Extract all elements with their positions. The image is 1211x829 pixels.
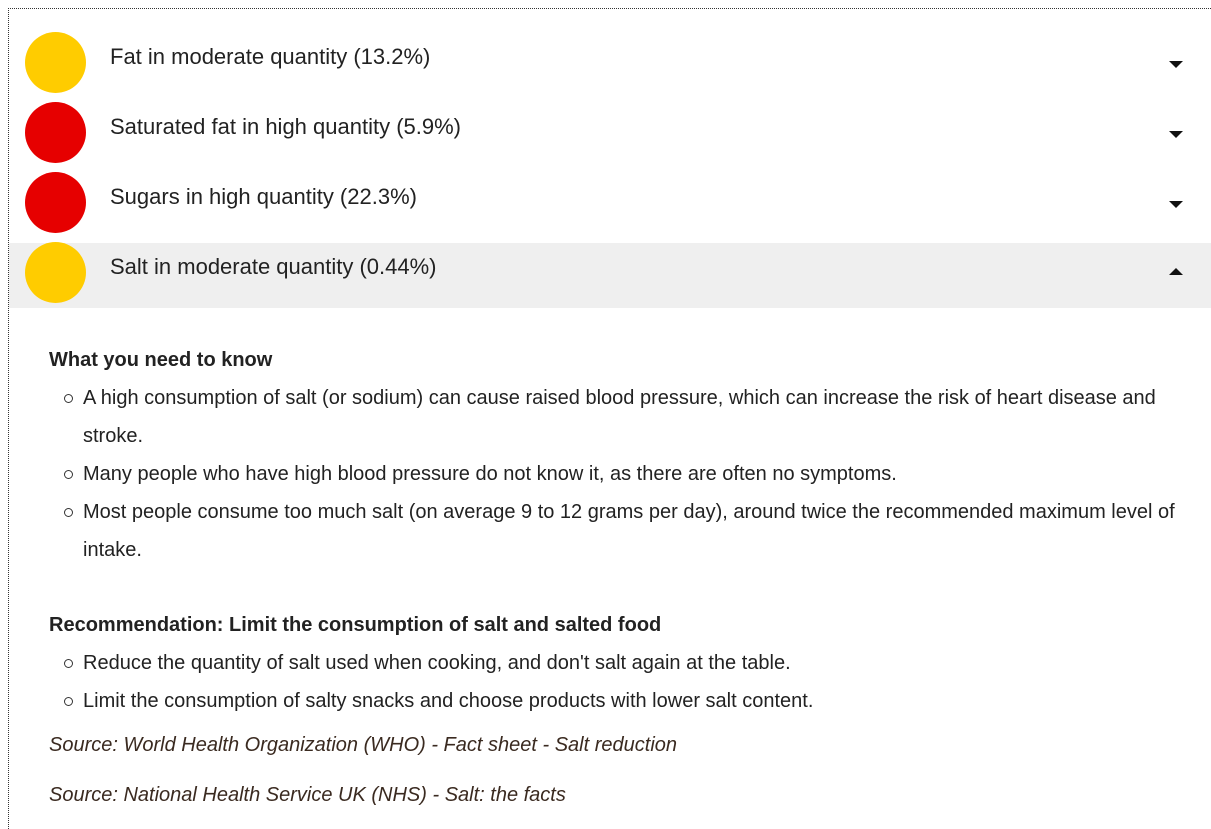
toggle-arrow[interactable] [1169, 131, 1183, 138]
bullet-item: Most people consume too much salt (on av… [49, 493, 1189, 569]
bullet-item: Many people who have high blood pressure… [49, 455, 1189, 493]
item-label: Sugars in high quantity (22.3%) [110, 184, 417, 209]
toggle-arrow[interactable] [1169, 201, 1183, 208]
toggle-arrow[interactable] [1169, 61, 1183, 68]
item-background [9, 243, 1211, 308]
section-heading: Recommendation: Limit the consumption of… [49, 614, 662, 636]
accordion-item[interactable]: Fat in moderate quantity (13.2%) [9, 27, 1211, 97]
accordion: Fat in moderate quantity (13.2%) Saturate… [8, 8, 1211, 829]
bullet-item: A high consumption of salt (or sodium) c… [49, 379, 1189, 455]
item-label: Fat in moderate quantity (13.2%) [110, 44, 431, 69]
section-heading: What you need to know [49, 349, 273, 371]
bullet-item: Reduce the quantity of salt used when co… [49, 644, 1189, 682]
bullet-list: Reduce the quantity of salt used when co… [49, 644, 1189, 720]
item-label: Saturated fat in high quantity (5.9%) [110, 114, 461, 139]
source-link[interactable]: Source: National Health Service UK (NHS)… [49, 784, 566, 806]
accordion-item[interactable]: Salt in moderate quantity (0.44%) [9, 237, 1211, 308]
level-dot [25, 172, 86, 233]
bullet-item: Limit the consumption of salty snacks an… [49, 682, 1189, 720]
item-label: Salt in moderate quantity (0.44%) [110, 254, 437, 279]
level-dot [25, 242, 86, 303]
accordion-item[interactable]: Saturated fat in high quantity (5.9%) [9, 97, 1211, 167]
level-dot [25, 32, 86, 93]
accordion-item[interactable]: Sugars in high quantity (22.3%) [9, 167, 1211, 237]
level-dot [25, 102, 86, 163]
source-link[interactable]: Source: World Health Organization (WHO) … [49, 734, 678, 756]
toggle-arrow[interactable] [1169, 268, 1183, 275]
item-panel: What you need to know A high consumption … [49, 341, 1189, 820]
bullet-list: A high consumption of salt (or sodium) c… [49, 379, 1189, 569]
